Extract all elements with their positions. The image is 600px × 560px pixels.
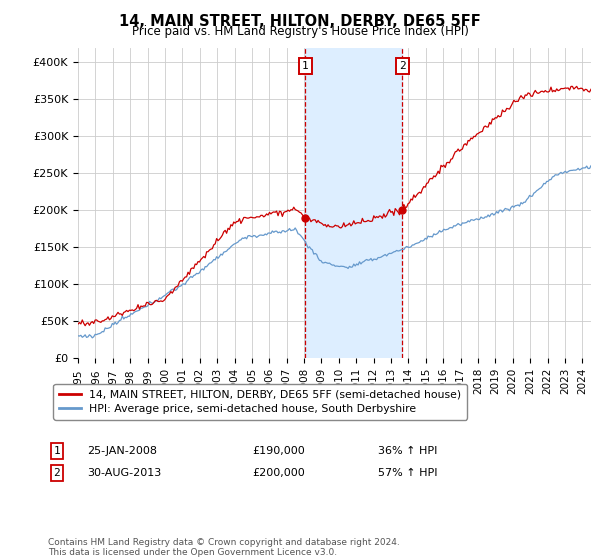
Text: 30-AUG-2013: 30-AUG-2013 [87,468,161,478]
Text: 1: 1 [53,446,61,456]
Text: 57% ↑ HPI: 57% ↑ HPI [378,468,437,478]
Text: £200,000: £200,000 [252,468,305,478]
Text: 25-JAN-2008: 25-JAN-2008 [87,446,157,456]
Text: 2: 2 [53,468,61,478]
Text: 2: 2 [399,61,406,71]
Text: Price paid vs. HM Land Registry's House Price Index (HPI): Price paid vs. HM Land Registry's House … [131,25,469,38]
Bar [305,48,403,358]
Legend: 14, MAIN STREET, HILTON, DERBY, DE65 5FF (semi-detached house), HPI: Average pri: 14, MAIN STREET, HILTON, DERBY, DE65 5FF… [53,384,467,419]
Text: 1: 1 [302,61,308,71]
Text: Contains HM Land Registry data © Crown copyright and database right 2024.
This d: Contains HM Land Registry data © Crown c… [48,538,400,557]
Text: £190,000: £190,000 [252,446,305,456]
Text: 36% ↑ HPI: 36% ↑ HPI [378,446,437,456]
Text: 14, MAIN STREET, HILTON, DERBY, DE65 5FF: 14, MAIN STREET, HILTON, DERBY, DE65 5FF [119,14,481,29]
